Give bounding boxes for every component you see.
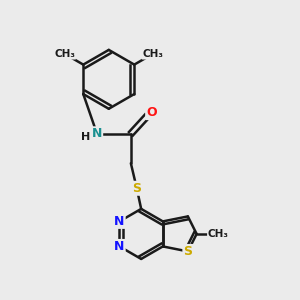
Text: S: S — [183, 245, 192, 258]
Text: N: N — [114, 240, 125, 253]
Text: S: S — [132, 182, 141, 195]
Text: CH₃: CH₃ — [208, 229, 229, 239]
Text: N: N — [114, 215, 125, 228]
Text: CH₃: CH₃ — [142, 49, 163, 59]
Text: N: N — [92, 127, 102, 140]
Text: CH₃: CH₃ — [54, 49, 75, 59]
Text: H: H — [81, 132, 90, 142]
Text: O: O — [146, 106, 157, 119]
